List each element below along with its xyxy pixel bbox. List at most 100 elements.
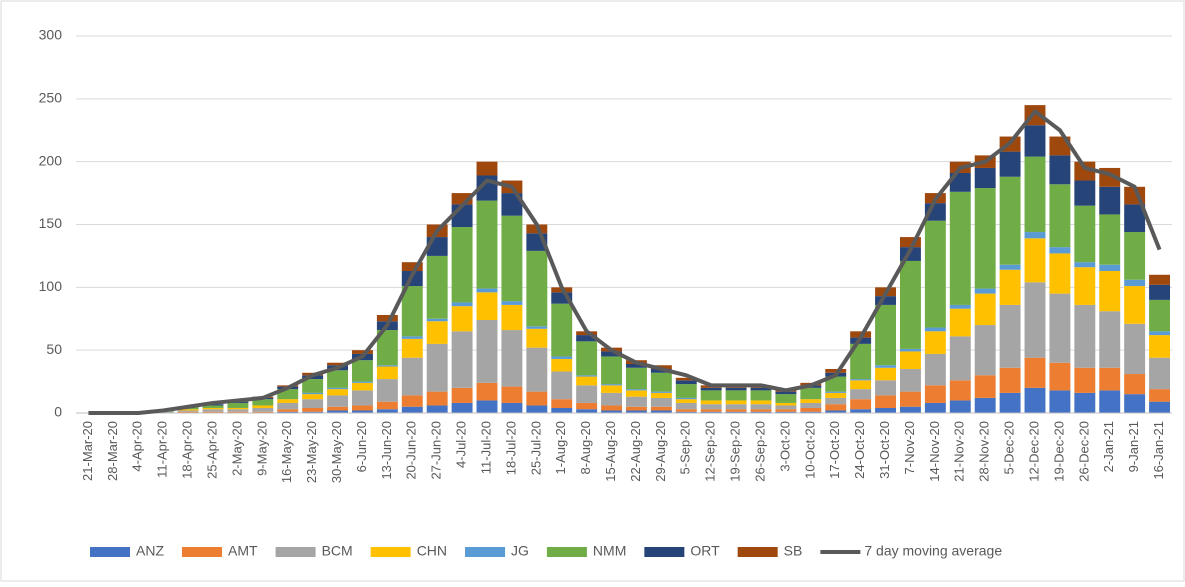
bar-segment <box>775 402 797 406</box>
bar-segment <box>825 369 847 373</box>
bar-segment <box>1024 282 1046 358</box>
bar-segment <box>775 411 797 413</box>
legend-swatch <box>275 547 316 557</box>
bar-segment <box>476 200 498 289</box>
bar-segment <box>277 411 299 413</box>
bar-segment <box>202 405 224 408</box>
bar-segment <box>825 391 847 393</box>
bar-segment <box>302 399 324 408</box>
x-tick-label: 28-Mar-20 <box>105 421 120 481</box>
bar-segment <box>551 303 573 357</box>
bar-segment <box>650 391 672 393</box>
y-tick-label: 250 <box>39 90 63 106</box>
bar-segment <box>327 370 349 388</box>
bar-segment <box>501 304 523 331</box>
bar-segment <box>376 366 398 380</box>
bar-segment <box>1049 247 1071 254</box>
bar-segment <box>351 382 373 391</box>
x-tick-label: 20-Jun-20 <box>404 421 419 480</box>
bar-segment <box>924 327 946 332</box>
bar-segment <box>675 399 697 403</box>
bar-segment <box>277 399 299 403</box>
x-tick-label: 9-May-20 <box>254 421 269 476</box>
bar-segment <box>526 328 548 348</box>
bar-segment <box>750 411 772 413</box>
y-tick-label: 200 <box>39 152 63 168</box>
bar-segment <box>327 389 349 396</box>
bar-segment <box>700 400 722 405</box>
bar-segment <box>601 356 623 385</box>
bar-segment <box>1099 270 1121 312</box>
bar-segment <box>974 325 996 376</box>
bar-segment <box>750 404 772 410</box>
bar-segment <box>351 390 373 406</box>
bar-segment <box>601 384 623 386</box>
bar-segment <box>401 357 423 396</box>
legend-swatch <box>465 547 506 557</box>
bar-segment <box>800 402 822 408</box>
x-tick-label: 15-Aug-20 <box>603 421 618 482</box>
bar-segment <box>725 404 747 410</box>
bar-segment <box>526 405 548 413</box>
bar-segment <box>551 399 573 408</box>
bar-segment <box>825 397 847 405</box>
bar-segment <box>625 410 647 413</box>
bar-segment <box>601 392 623 406</box>
bar-segment <box>476 288 498 293</box>
bar-segment <box>476 400 498 413</box>
bar-segment <box>327 362 349 366</box>
x-tick-label: 13-Jun-20 <box>379 421 394 480</box>
bar-segment <box>376 330 398 366</box>
bar-segment <box>576 376 598 386</box>
bar-segment <box>700 387 722 391</box>
x-tick-label: 18-Jul-20 <box>503 421 518 475</box>
bar-segment <box>376 379 398 402</box>
bar-segment <box>351 350 373 354</box>
bar-segment <box>1074 205 1096 263</box>
bar-segment <box>899 406 921 413</box>
bar-segment <box>800 387 822 400</box>
x-tick-label: 16-Jan-21 <box>1151 421 1166 480</box>
bar-segment <box>451 402 473 413</box>
bar-segment <box>1149 284 1171 300</box>
legend-label: CHN <box>417 543 447 559</box>
bar-segment <box>401 262 423 271</box>
bar-segment <box>775 409 797 412</box>
bar-segment <box>1099 264 1121 271</box>
x-tick-label: 7-Nov-20 <box>902 421 917 474</box>
bar-segment <box>177 411 199 413</box>
bar-segment <box>1074 392 1096 413</box>
bar-segment <box>327 395 349 407</box>
bar-segment <box>551 371 573 400</box>
bar-segment <box>177 409 199 411</box>
bar-segment <box>625 363 647 368</box>
x-tick-label: 9-Jan-21 <box>1126 421 1141 472</box>
bar-segment <box>625 389 647 391</box>
x-tick-label: 3-Oct-20 <box>777 421 792 472</box>
bar-segment <box>1074 161 1096 181</box>
bar-segment <box>949 191 971 305</box>
bar-segment <box>401 395 423 407</box>
bar-segment <box>601 410 623 413</box>
bar-segment <box>177 410 199 412</box>
bar-segment <box>1024 238 1046 283</box>
bar-segment <box>949 400 971 413</box>
x-tick-label: 8-Aug-20 <box>578 421 593 474</box>
x-tick-label: 1-Aug-20 <box>553 421 568 474</box>
bar-segment <box>1049 293 1071 363</box>
bar-segment <box>999 304 1021 368</box>
bar-segment <box>476 161 498 176</box>
bar-segment <box>1049 362 1071 391</box>
bar-segment <box>501 215 523 302</box>
x-tick-label: 26-Sep-20 <box>752 421 767 482</box>
x-tick-label: 5-Sep-20 <box>678 421 693 474</box>
bar-segment <box>650 392 672 398</box>
bar-segment <box>875 407 897 413</box>
bar-segment <box>625 390 647 397</box>
bar-segment <box>576 385 598 403</box>
bar-segment <box>451 387 473 403</box>
y-tick-label: 0 <box>54 404 62 420</box>
bar-segment <box>725 390 747 401</box>
bar-segment <box>601 405 623 411</box>
bar-segment <box>750 400 772 405</box>
